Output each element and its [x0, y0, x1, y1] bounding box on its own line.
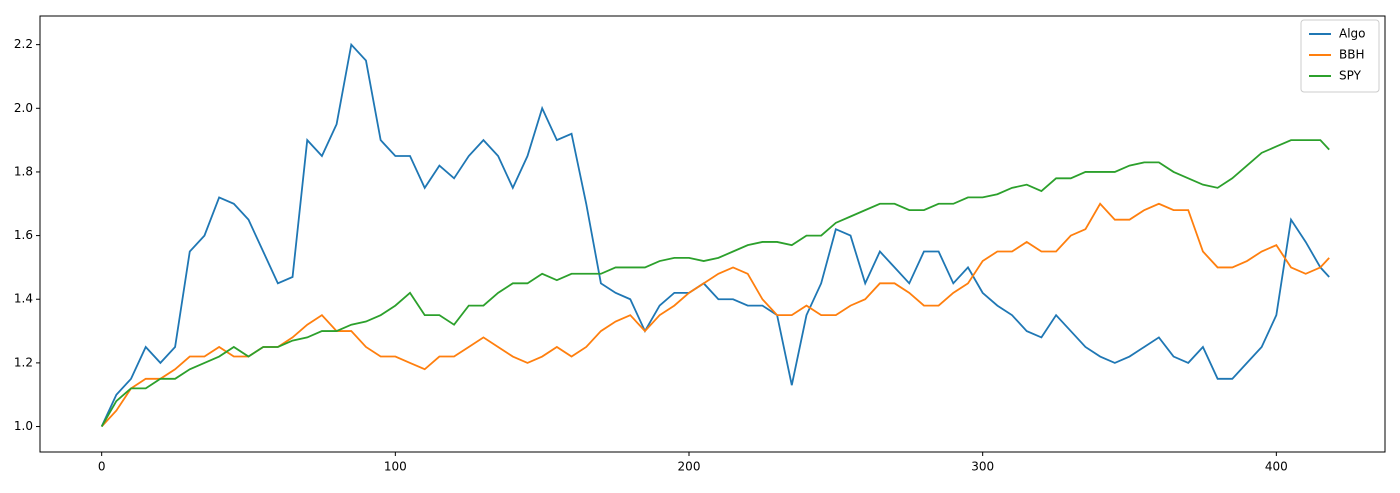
y-tick-label: 1.0 [14, 419, 33, 433]
x-tick-label: 400 [1265, 460, 1288, 474]
series-line [100, 139, 1330, 427]
y-tick-label: 1.8 [14, 164, 33, 178]
legend-label: BBH [1339, 48, 1365, 62]
y-tick-label: 1.4 [14, 292, 33, 306]
y-tick-label: 1.2 [14, 355, 33, 369]
y-tick-label: 2.2 [14, 37, 33, 51]
x-tick-label: 100 [384, 460, 407, 474]
legend-label: SPY [1339, 69, 1362, 83]
legend-label: Algo [1339, 27, 1366, 41]
x-tick-label: 300 [971, 460, 994, 474]
plot-frame [39, 15, 1386, 453]
series-line [100, 42, 1330, 427]
x-tick-label: 0 [98, 460, 106, 474]
x-tick-label: 200 [678, 460, 701, 474]
legend-box [1300, 19, 1380, 93]
series-line [101, 202, 1330, 428]
y-tick-label: 2.0 [14, 101, 33, 115]
y-tick-label: 1.6 [14, 228, 33, 242]
